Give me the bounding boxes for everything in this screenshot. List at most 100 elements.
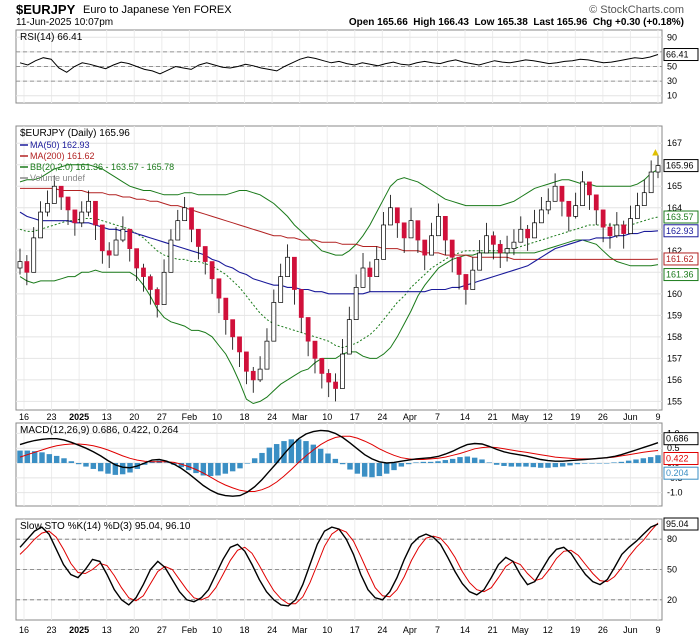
candle-up xyxy=(552,185,558,202)
macd-histogram-bar xyxy=(581,463,588,464)
candle-down xyxy=(24,261,30,273)
price-panel xyxy=(15,125,663,411)
macd-histogram-bar xyxy=(559,463,566,467)
up-arrow-icon: ▲ xyxy=(650,147,661,159)
macd-histogram-bar xyxy=(471,457,478,464)
price-tick-label: 157 xyxy=(667,353,682,363)
candle-up xyxy=(285,256,290,277)
macd-histogram-bar xyxy=(105,463,111,474)
x-tick-label: 14 xyxy=(460,412,470,422)
macd-histogram-bar xyxy=(537,463,544,468)
x-tick-label: Feb xyxy=(182,412,198,422)
x-tick-label: 24 xyxy=(377,412,387,422)
candle-up xyxy=(518,228,524,243)
macd-histogram-bar xyxy=(493,463,500,465)
macd-histogram-bar xyxy=(603,463,610,464)
legend-entry: MA(50) 162.93 xyxy=(30,140,90,150)
price-tick-label: 159 xyxy=(667,310,682,320)
watermark: © StockCharts.com xyxy=(589,4,684,16)
rsi-label: RSI(14) 66.41 xyxy=(20,32,83,43)
macd-histogram-bar xyxy=(508,463,515,467)
x-tick-label: 13 xyxy=(102,412,112,422)
macd-histogram-bar xyxy=(229,463,236,472)
candle-down xyxy=(209,261,215,280)
ma50-line xyxy=(19,211,659,295)
candle-down xyxy=(456,256,462,275)
macd-histogram-bar xyxy=(435,461,441,464)
candle-up xyxy=(360,267,366,288)
stochastic-last-value-box xyxy=(663,517,699,531)
macd-histogram-bar xyxy=(83,463,89,467)
x-tick-label: 24 xyxy=(267,625,277,635)
legend-entry: BB(20,2.0) 161.36 - 163.57 - 165.78 xyxy=(30,162,174,172)
candle-up xyxy=(538,209,544,224)
bollinger-upper-band xyxy=(19,164,659,256)
macd-histogram-bar xyxy=(523,463,529,467)
chart-header: $EURJPY Euro to Japanese Yen FOREX © Sto… xyxy=(10,0,690,30)
macd-histogram-bar xyxy=(90,463,97,469)
macd-histogram-bar xyxy=(464,456,471,464)
macd-histogram-bar xyxy=(413,462,419,464)
candle-down xyxy=(312,340,318,359)
rsi-tick-label: 30 xyxy=(667,76,677,86)
candle-down xyxy=(401,222,407,239)
candle-down xyxy=(326,373,332,383)
price-right-label-box xyxy=(663,252,699,266)
candle-up xyxy=(353,287,359,320)
candle-down xyxy=(566,200,572,217)
macd-histogram-bar xyxy=(237,463,243,469)
macd-histogram-bar xyxy=(618,461,625,464)
candle-down xyxy=(292,256,297,290)
candle-down xyxy=(587,181,592,196)
stochastic-tick-label: 20 xyxy=(667,595,677,605)
macd-histogram-bar xyxy=(193,463,199,474)
candle-down xyxy=(593,194,599,211)
candle-up xyxy=(346,319,352,355)
macd-histogram-bar xyxy=(339,463,346,465)
price-right-label: 161.62 xyxy=(666,254,694,264)
candle-down xyxy=(319,358,325,374)
x-tick-label: 7 xyxy=(435,412,440,422)
x-tick-label: 9 xyxy=(655,412,660,422)
macd-line xyxy=(19,429,659,497)
x-tick-label: 19 xyxy=(570,625,580,635)
macd-histogram-bar xyxy=(545,463,551,468)
macd-histogram-bar xyxy=(61,458,67,464)
ma200-line xyxy=(20,187,659,260)
x-tick-label: 17 xyxy=(350,412,360,422)
legend-entry: Volume undef xyxy=(30,173,86,183)
price-right-label-box xyxy=(663,224,699,238)
macd-histogram-bar xyxy=(574,463,581,465)
x-tick-label: 12 xyxy=(543,412,553,422)
candle-down xyxy=(58,185,64,198)
stochastic-tick-label: 80 xyxy=(667,534,677,544)
macd-histogram-bar xyxy=(596,463,603,464)
candle-up xyxy=(429,235,434,256)
candle-up xyxy=(504,248,510,254)
x-tick-label: 23 xyxy=(47,412,57,422)
x-tick-label: 27 xyxy=(157,412,167,422)
macd-label: MACD(12,26,9) 0.686, 0.422, 0.264 xyxy=(20,425,179,436)
candle-up xyxy=(45,203,50,213)
candle-down xyxy=(154,289,160,305)
macd-histogram-bar xyxy=(640,458,647,464)
candle-up xyxy=(86,200,91,213)
rsi-tick-label: 10 xyxy=(667,91,677,101)
candle-up xyxy=(340,353,345,389)
rsi-last-value: 66.41 xyxy=(666,50,689,60)
price-tick-label: 165 xyxy=(667,181,682,191)
candle-down xyxy=(195,228,201,247)
x-tick-label: 10 xyxy=(212,625,222,635)
stochastic-k-line xyxy=(19,523,659,607)
candle-up xyxy=(161,271,167,305)
macd-histogram-bar xyxy=(317,448,324,464)
price-tick-label: 167 xyxy=(667,138,682,148)
price-right-label: 162.93 xyxy=(666,226,694,236)
x-tick-label: 2025 xyxy=(69,625,89,635)
candle-down xyxy=(147,276,153,290)
candle-down xyxy=(93,200,98,226)
macd-histogram-bar xyxy=(325,453,331,464)
x-tick-label: May xyxy=(512,625,530,635)
macd-histogram-bar xyxy=(383,463,390,474)
price-right-label: 161.36 xyxy=(666,270,694,280)
